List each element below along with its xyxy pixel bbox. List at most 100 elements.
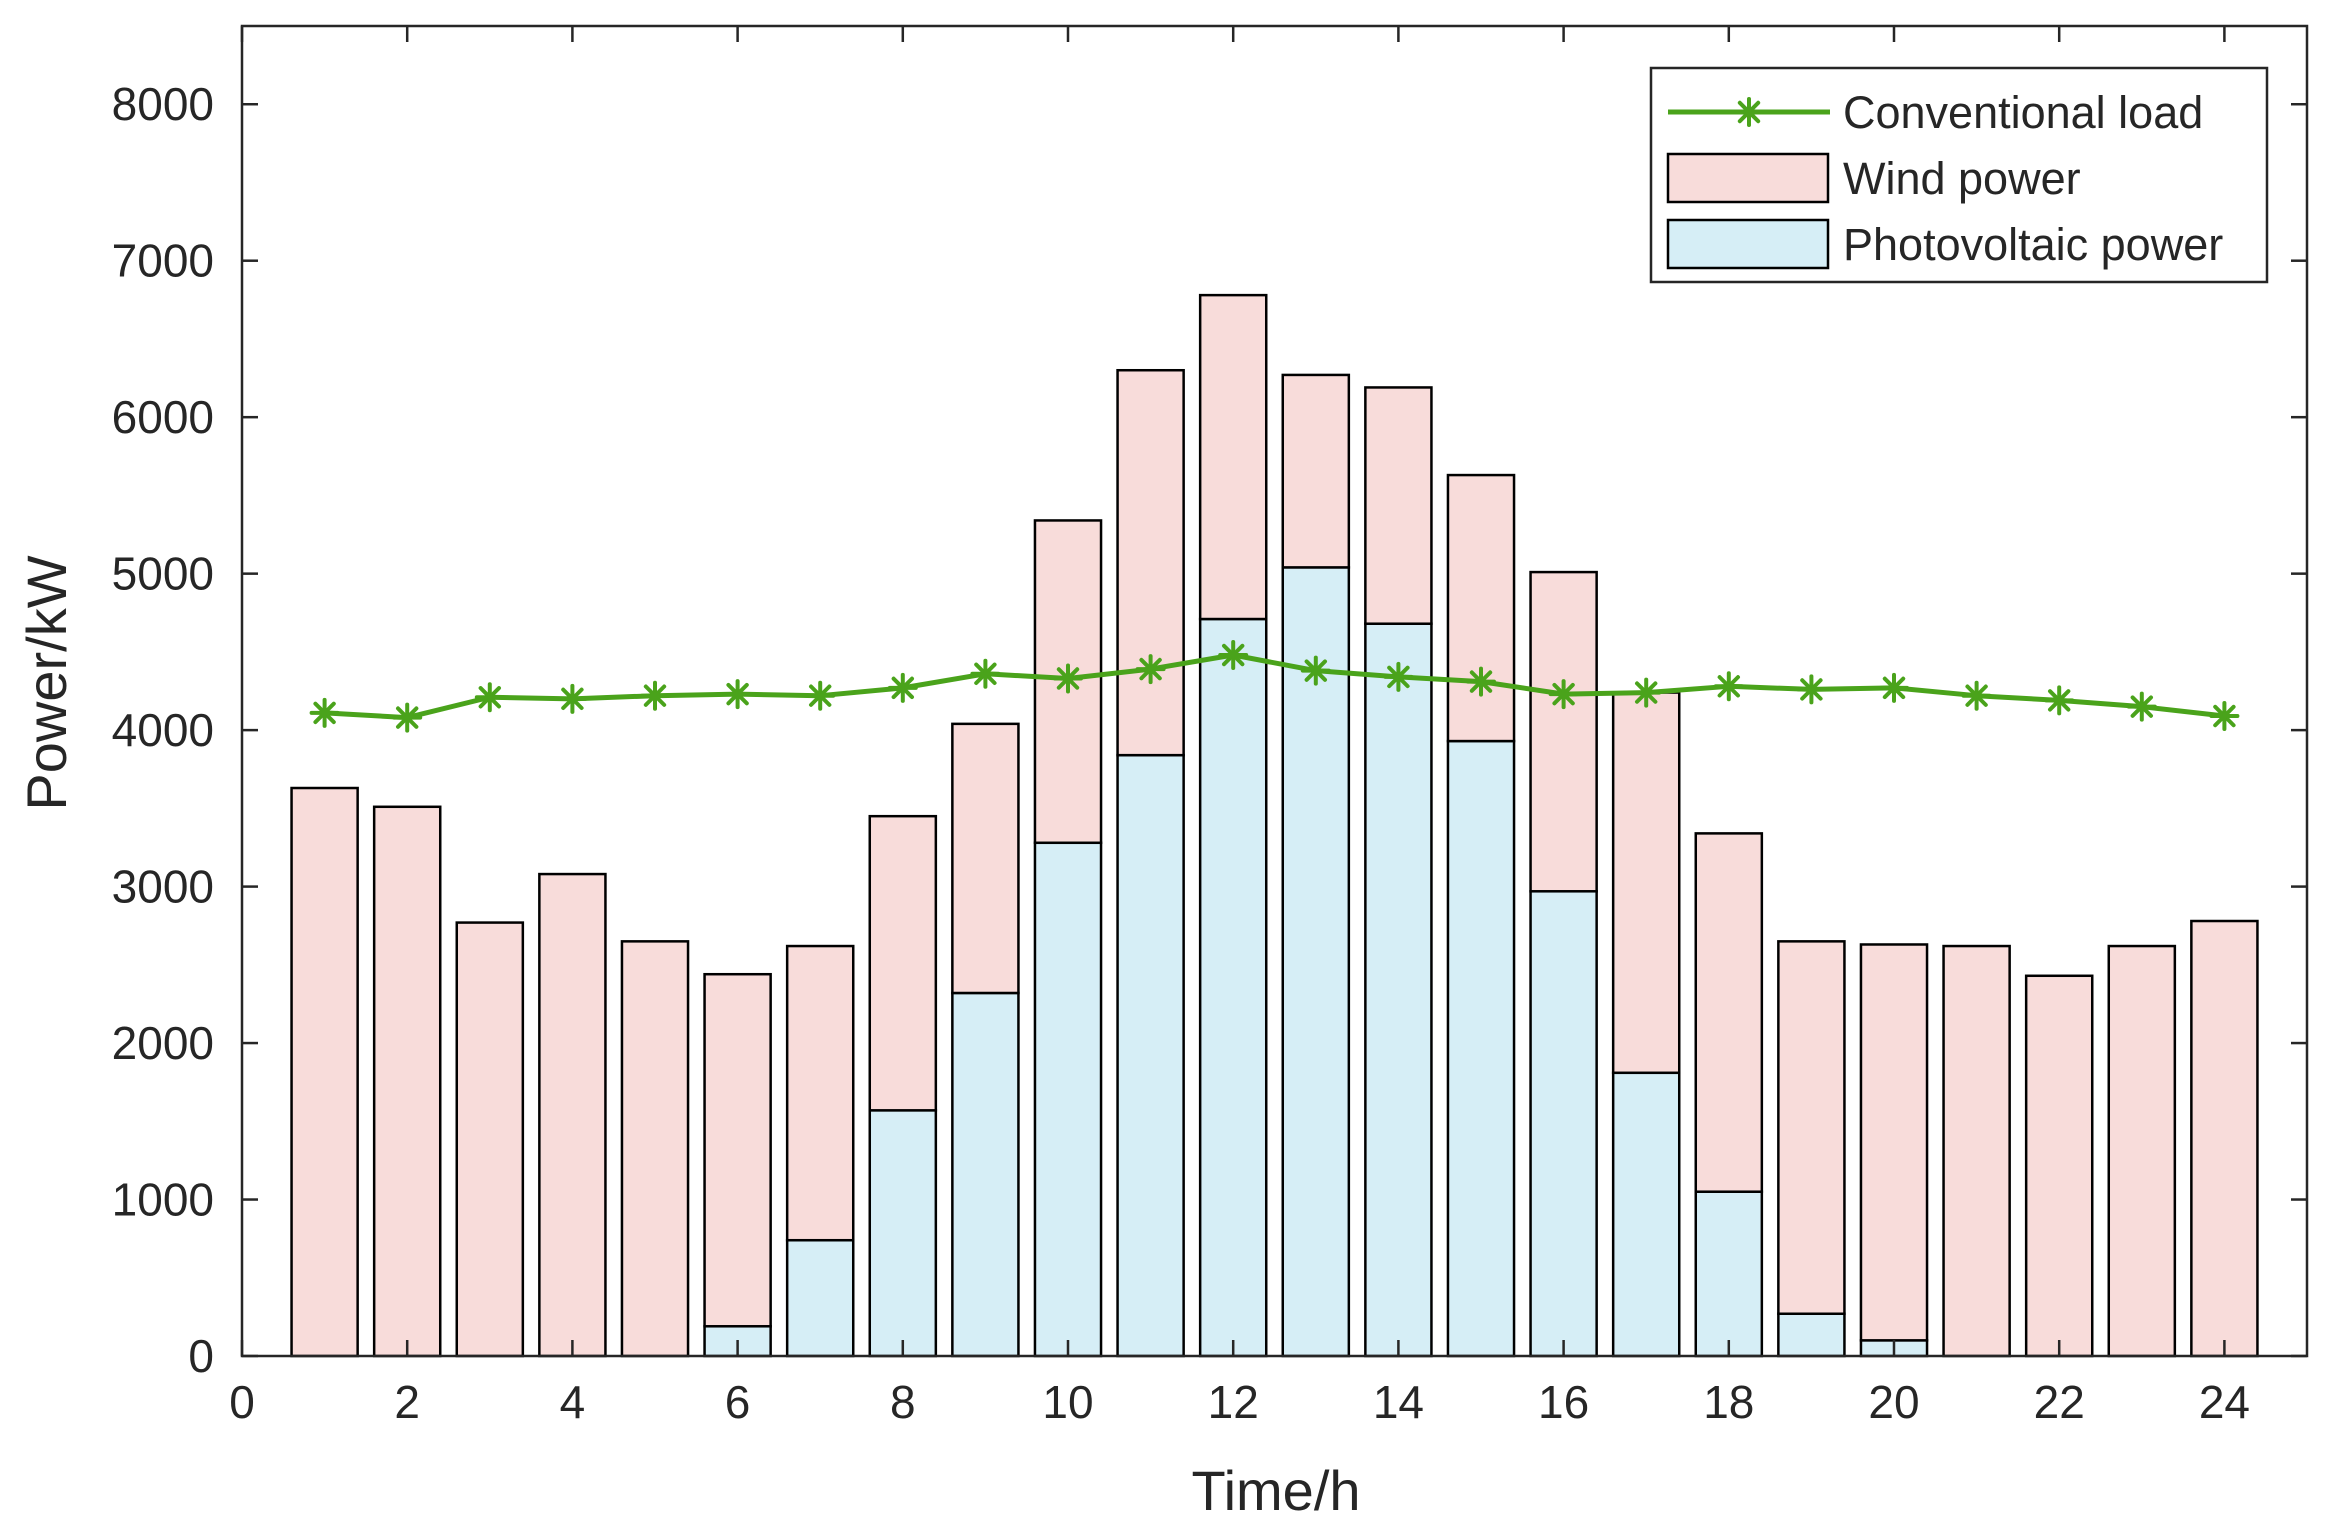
x-tick-label: 14 bbox=[1373, 1376, 1424, 1428]
load-point-8 bbox=[887, 672, 918, 703]
x-tick-label: 24 bbox=[2199, 1376, 2250, 1428]
x-tick-label: 10 bbox=[1042, 1376, 1093, 1428]
wind-bar-18 bbox=[1694, 832, 1764, 1193]
load-point-4 bbox=[557, 683, 588, 714]
wind-bar-20 bbox=[1859, 943, 1929, 1342]
pv-bar-13 bbox=[1281, 566, 1351, 1358]
load-point-10 bbox=[1053, 663, 1083, 694]
load-point-21 bbox=[1961, 680, 1992, 711]
load-point-9 bbox=[970, 658, 1001, 689]
load-point-13 bbox=[1300, 655, 1331, 686]
load-point-16 bbox=[1548, 679, 1579, 710]
x-tick-label: 0 bbox=[229, 1376, 255, 1428]
pv-bar-11 bbox=[1116, 753, 1185, 1358]
wind-bar-5 bbox=[620, 940, 690, 1358]
legend-swatch bbox=[1666, 218, 1830, 270]
bars-layer bbox=[290, 293, 2259, 1358]
x-tick-label: 16 bbox=[1538, 1376, 1589, 1428]
legend: Conventional load Wind power Photovoltaic … bbox=[1649, 66, 2269, 284]
wind-bar-12 bbox=[1198, 293, 1268, 621]
load-point-6 bbox=[722, 679, 753, 710]
pv-bar-16 bbox=[1529, 890, 1598, 1358]
wind-bar-8 bbox=[868, 814, 938, 1112]
y-tick-label: 5000 bbox=[112, 548, 214, 600]
legend-label: Conventional load bbox=[1843, 87, 2203, 138]
y-tick-label: 6000 bbox=[112, 391, 214, 443]
legend-label: Photovoltaic power bbox=[1843, 219, 2223, 270]
load-point-23 bbox=[2126, 691, 2157, 722]
pv-bar-10 bbox=[1033, 841, 1103, 1358]
pv-bar-8 bbox=[868, 1109, 938, 1358]
wind-bar-19 bbox=[1777, 940, 1846, 1316]
x-axis-label: Time/h bbox=[1191, 1459, 1360, 1522]
wind-bar-17 bbox=[1611, 691, 1681, 1075]
y-tick-label: 0 bbox=[188, 1330, 214, 1382]
x-tick-label: 8 bbox=[890, 1376, 916, 1428]
x-tick-label: 6 bbox=[725, 1376, 751, 1428]
wind-bar-1 bbox=[290, 786, 359, 1358]
load-point-12 bbox=[1218, 640, 1249, 671]
load-point-7 bbox=[805, 680, 836, 711]
x-tick-label: 2 bbox=[394, 1376, 420, 1428]
wind-bar-24 bbox=[2190, 919, 2259, 1358]
wind-bar-23 bbox=[2107, 944, 2177, 1358]
legend-entry-1: Wind power bbox=[1666, 152, 2081, 204]
plot-frame bbox=[240, 24, 2309, 1358]
load-point-24 bbox=[2209, 701, 2240, 732]
legend-label: Wind power bbox=[1843, 153, 2081, 204]
load-point-1 bbox=[309, 697, 340, 728]
legend-entry-2: Photovoltaic power bbox=[1666, 218, 2223, 270]
wind-bar-15 bbox=[1446, 473, 1516, 743]
legend-entry-0: Conventional load bbox=[1668, 87, 2203, 138]
wind-bar-16 bbox=[1529, 570, 1598, 893]
x-tick-label: 12 bbox=[1208, 1376, 1259, 1428]
pv-bar-9 bbox=[951, 991, 1020, 1358]
load-point-17 bbox=[1631, 677, 1662, 708]
legend-swatch bbox=[1666, 152, 1830, 204]
wind-bar-3 bbox=[455, 921, 525, 1358]
y-tick-label: 4000 bbox=[112, 704, 214, 756]
wind-bar-4 bbox=[538, 872, 607, 1358]
load-point-19 bbox=[1796, 674, 1827, 705]
y-tick-label: 7000 bbox=[112, 235, 214, 287]
pv-bar-19 bbox=[1777, 1312, 1846, 1358]
load-point-11 bbox=[1135, 654, 1166, 685]
load-line bbox=[324, 652, 2225, 721]
pv-bar-14 bbox=[1364, 622, 1433, 1358]
x-tick-label: 4 bbox=[560, 1376, 586, 1428]
y-tick-label: 2000 bbox=[112, 1017, 214, 1069]
wind-bar-13 bbox=[1281, 373, 1351, 569]
pv-bar-18 bbox=[1694, 1190, 1764, 1358]
wind-bar-6 bbox=[703, 972, 772, 1328]
load-point-18 bbox=[1713, 671, 1744, 702]
wind-bar-14 bbox=[1364, 386, 1433, 625]
wind-bar-2 bbox=[372, 805, 442, 1358]
load-point-22 bbox=[2044, 685, 2075, 716]
load-point-14 bbox=[1383, 661, 1414, 692]
y-tick-label: 3000 bbox=[112, 861, 214, 913]
x-tick-label: 22 bbox=[2034, 1376, 2085, 1428]
wind-bar-7 bbox=[785, 944, 855, 1242]
load-point-5 bbox=[640, 680, 670, 711]
x-tick-label: 20 bbox=[1868, 1376, 1919, 1428]
line-layer bbox=[309, 640, 2240, 733]
axes-layer: 0 2 4 6 8 10 12 14 16 18 20 22 240100020003000400050… bbox=[112, 24, 2309, 1428]
x-tick-label: 18 bbox=[1703, 1376, 1754, 1428]
y-tick-label: 8000 bbox=[112, 78, 214, 130]
load-point-15 bbox=[1466, 666, 1496, 697]
pv-bar-15 bbox=[1446, 739, 1516, 1358]
load-point-20 bbox=[1879, 672, 1909, 703]
wind-bar-22 bbox=[2024, 974, 2094, 1358]
y-axis-label: Power/kW bbox=[15, 555, 78, 810]
load-point-2 bbox=[392, 702, 423, 733]
wind-bar-11 bbox=[1116, 368, 1185, 757]
pv-bar-7 bbox=[785, 1238, 855, 1358]
wind-bar-21 bbox=[1942, 944, 2011, 1358]
load-point-3 bbox=[474, 682, 505, 713]
pv-bar-12 bbox=[1198, 617, 1268, 1358]
wind-bar-9 bbox=[951, 722, 1020, 995]
legend-marker bbox=[1734, 97, 1764, 127]
y-tick-label: 1000 bbox=[112, 1174, 214, 1226]
